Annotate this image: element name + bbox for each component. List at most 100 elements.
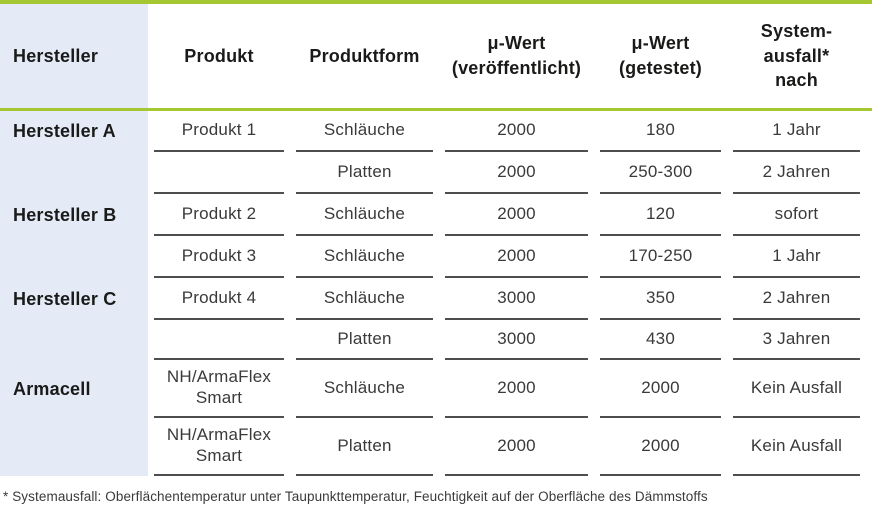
mu-tested-cell: 2000 [594, 418, 727, 476]
produktform-cell: Schläuche [290, 360, 439, 418]
mu-published-value: 2000 [445, 152, 588, 194]
mu-tested-value: 180 [600, 111, 721, 152]
mu-published-value: 3000 [445, 278, 588, 320]
produktform-value: Schläuche [296, 194, 433, 236]
mu-published-cell: 3000 [439, 278, 594, 320]
produkt-value [154, 152, 284, 194]
mu-published-value: 2000 [445, 418, 588, 476]
produkt-value [154, 320, 284, 360]
mu-tested-cell: 170-250 [594, 236, 727, 278]
mu-tested-value: 2000 [600, 418, 721, 476]
header-underline [0, 108, 872, 111]
failure-value: 1 Jahr [733, 236, 860, 278]
produktform-value: Platten [296, 320, 433, 360]
produktform-value: Schläuche [296, 236, 433, 278]
col-header-hersteller: Hersteller [0, 4, 148, 108]
mu-tested-cell: 2000 [594, 360, 727, 418]
failure-cell: Kein Ausfall [727, 418, 866, 476]
failure-cell: 3 Jahren [727, 320, 866, 360]
table-row: NH/ArmaFlex Smart Platten 2000 2000 Kein… [0, 418, 866, 476]
table-row: Platten 3000 430 3 Jahren [0, 320, 866, 360]
produktform-value: Platten [296, 418, 433, 476]
table-row: Armacell NH/ArmaFlex Smart Schläuche 200… [0, 360, 866, 418]
table-row: Hersteller C Produkt 4 Schläuche 3000 35… [0, 278, 866, 320]
produktform-cell: Platten [290, 418, 439, 476]
produkt-value: Produkt 4 [154, 278, 284, 320]
mu-published-value: 2000 [445, 111, 588, 152]
table-header-row: Hersteller Produkt Produktform μ-Wert (v… [0, 4, 866, 108]
table-footnote: * Systemausfall: Oberflächentemperatur u… [3, 489, 708, 504]
mu-tested-value: 170-250 [600, 236, 721, 278]
mu-published-cell: 2000 [439, 194, 594, 236]
mu-tested-value: 2000 [600, 360, 721, 418]
mu-published-value: 2000 [445, 236, 588, 278]
mu-published-value: 3000 [445, 320, 588, 360]
mu-published-cell: 2000 [439, 111, 594, 152]
failure-value: 2 Jahren [733, 278, 860, 320]
produkt-cell [148, 152, 290, 194]
produktform-value: Schläuche [296, 278, 433, 320]
col-header-mu-wert-getestet: μ-Wert (getestet) [618, 33, 702, 78]
produkt-value: Produkt 2 [154, 194, 284, 236]
produkt-value: Produkt 3 [154, 236, 284, 278]
failure-value: 1 Jahr [733, 111, 860, 152]
produktform-value: Platten [296, 152, 433, 194]
failure-value: 3 Jahren [733, 320, 860, 360]
produkt-cell: NH/ArmaFlex Smart [148, 360, 290, 418]
hersteller-cell: Armacell [0, 360, 148, 418]
produktform-cell: Schläuche [290, 111, 439, 152]
produkt-value: NH/ArmaFlex Smart [154, 418, 284, 476]
failure-value: sofort [733, 194, 860, 236]
produkt-cell: Produkt 4 [148, 278, 290, 320]
comparison-table: Hersteller Produkt Produktform μ-Wert (v… [0, 0, 872, 504]
mu-published-cell: 2000 [439, 152, 594, 194]
mu-published-cell: 2000 [439, 236, 594, 278]
hersteller-cell [0, 152, 148, 194]
hersteller-cell: Hersteller A [0, 111, 148, 152]
failure-cell: Kein Ausfall [727, 360, 866, 418]
produkt-value: Produkt 1 [154, 111, 284, 152]
produkt-cell: Produkt 3 [148, 236, 290, 278]
mu-published-cell: 2000 [439, 418, 594, 476]
produkt-cell: Produkt 2 [148, 194, 290, 236]
mu-published-value: 2000 [445, 194, 588, 236]
produktform-cell: Schläuche [290, 278, 439, 320]
failure-cell: 2 Jahren [727, 278, 866, 320]
failure-value: 2 Jahren [733, 152, 860, 194]
produkt-cell: Produkt 1 [148, 111, 290, 152]
hersteller-cell [0, 320, 148, 360]
table-row: Produkt 3 Schläuche 2000 170-250 1 Jahr [0, 236, 866, 278]
failure-value: Kein Ausfall [733, 360, 860, 418]
table-row: Hersteller B Produkt 2 Schläuche 2000 12… [0, 194, 866, 236]
produktform-value: Schläuche [296, 360, 433, 418]
mu-tested-value: 350 [600, 278, 721, 320]
mu-tested-cell: 250-300 [594, 152, 727, 194]
col-header-produktform: Produktform [309, 45, 420, 66]
produktform-cell: Platten [290, 320, 439, 360]
mu-published-cell: 3000 [439, 320, 594, 360]
col-header-produkt: Produkt [184, 45, 254, 66]
failure-cell: 1 Jahr [727, 111, 866, 152]
produktform-cell: Platten [290, 152, 439, 194]
produktform-cell: Schläuche [290, 236, 439, 278]
produkt-cell: NH/ArmaFlex Smart [148, 418, 290, 476]
failure-cell: 1 Jahr [727, 236, 866, 278]
mu-tested-cell: 180 [594, 111, 727, 152]
mu-tested-cell: 120 [594, 194, 727, 236]
hersteller-cell: Hersteller B [0, 194, 148, 236]
failure-cell: 2 Jahren [727, 152, 866, 194]
mu-published-cell: 2000 [439, 360, 594, 418]
produktform-value: Schläuche [296, 111, 433, 152]
col-header-mu-wert-veroeffentlicht: μ-Wert (veröffentlicht) [451, 33, 582, 78]
hersteller-cell [0, 236, 148, 278]
produkt-cell [148, 320, 290, 360]
hersteller-cell: Hersteller C [0, 278, 148, 320]
mu-tested-value: 430 [600, 320, 721, 360]
mu-tested-cell: 350 [594, 278, 727, 320]
produktform-cell: Schläuche [290, 194, 439, 236]
mu-tested-value: 250-300 [600, 152, 721, 194]
mu-tested-value: 120 [600, 194, 721, 236]
table-row: Platten 2000 250-300 2 Jahren [0, 152, 866, 194]
failure-value: Kein Ausfall [733, 418, 860, 476]
failure-cell: sofort [727, 194, 866, 236]
